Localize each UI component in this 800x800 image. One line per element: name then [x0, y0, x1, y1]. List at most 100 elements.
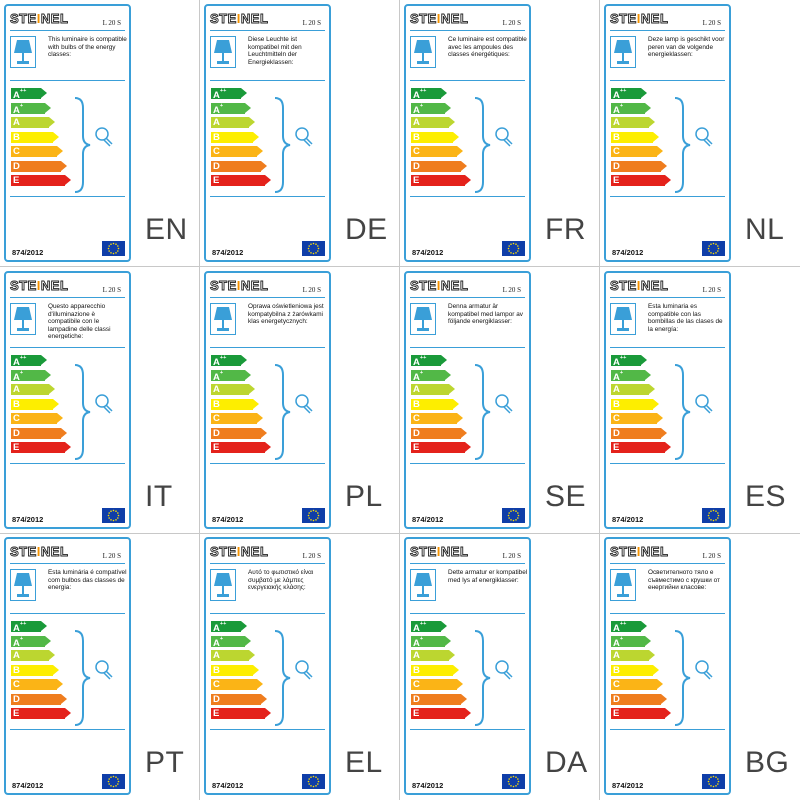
divider: [610, 347, 725, 348]
energy-class-label: C: [613, 679, 620, 690]
language-code: FR: [545, 213, 586, 246]
bulb-icon: [494, 659, 516, 686]
divider: [410, 80, 525, 81]
bulb-icon: [494, 126, 516, 153]
eu-flag-icon: [302, 508, 325, 523]
divider: [210, 30, 325, 31]
divider: [210, 563, 325, 564]
divider: [10, 463, 125, 464]
model-number: L 20 S: [302, 19, 321, 27]
bracket-icon: [473, 629, 491, 732]
energy-class-label: A++: [413, 88, 427, 102]
bulb-icon: [294, 393, 316, 420]
energy-class-label: A++: [13, 355, 27, 369]
energy-class-label: A++: [213, 621, 227, 635]
divider: [610, 297, 725, 298]
energy-label-card: STEINEL L 20 S Diese Leuchte ist kompatibe…: [204, 4, 331, 262]
energy-class-label: E: [213, 175, 220, 186]
energy-class-label: A++: [613, 621, 627, 635]
regulation-number: 874/2012: [12, 781, 44, 790]
compatibility-text: Denna armatur är kompatibel med lampor a…: [448, 303, 523, 326]
bracket-icon: [73, 96, 91, 199]
model-number: L 20 S: [502, 552, 521, 560]
bracket-icon: [73, 363, 91, 466]
energy-class-label: E: [213, 708, 220, 719]
model-number: L 20 S: [102, 19, 121, 27]
energy-class-label: A+: [613, 635, 624, 649]
bracket-icon: [273, 629, 291, 732]
compatibility-text: Осветителното тяло е съвместимо с крушки…: [648, 569, 720, 592]
divider: [610, 80, 725, 81]
energy-class-label: A: [213, 384, 220, 395]
energy-class-label: B: [13, 398, 20, 410]
energy-class-label: D: [613, 427, 620, 439]
eu-flag-icon: [702, 241, 725, 256]
energy-class-label: A: [413, 117, 420, 128]
divider: [610, 729, 725, 730]
energy-label-cell: STEINEL L 20 S This luminaire is compatibl…: [0, 0, 200, 266]
bracket-icon: [673, 629, 691, 732]
bulb-icon: [94, 126, 116, 153]
compatibility-text: Αυτό το φωτιστικό είναι συμβατό με λάμπε…: [248, 569, 314, 592]
brand-logo: STEINEL: [210, 544, 269, 560]
energy-class-label: B: [613, 398, 620, 410]
eu-flag-icon: [502, 508, 525, 523]
energy-class-label: B: [613, 664, 620, 676]
model-number: L 20 S: [702, 19, 721, 27]
lamp-icon: [10, 569, 36, 601]
energy-class-label: A+: [613, 102, 624, 116]
energy-class-label: B: [413, 131, 420, 143]
energy-label-card: STEINEL L 20 S Questo apparecchio d'illumi…: [4, 271, 131, 529]
energy-class-label: A+: [13, 369, 24, 383]
energy-class-label: A: [13, 117, 20, 128]
lamp-icon: [210, 36, 236, 68]
eu-flag-icon: [302, 241, 325, 256]
energy-class-label: A++: [13, 621, 27, 635]
divider: [610, 563, 725, 564]
model-number: L 20 S: [302, 286, 321, 294]
divider: [10, 613, 125, 614]
energy-label-cell: STEINEL L 20 S Осветителното тяло е съвмес…: [600, 533, 800, 799]
language-code: IT: [145, 480, 173, 513]
energy-class-label: D: [13, 693, 20, 705]
energy-class-label: E: [613, 442, 620, 453]
regulation-number: 874/2012: [612, 515, 644, 524]
energy-class-label: C: [613, 146, 620, 157]
energy-class-label: A+: [213, 635, 224, 649]
compatibility-text: Diese Leuchte ist kompatibel mit den Leu…: [248, 36, 302, 66]
energy-class-label: C: [213, 679, 220, 690]
energy-class-label: A: [413, 650, 420, 661]
divider: [610, 30, 725, 31]
compatibility-text: Ce luminaire est compatible avec les amp…: [448, 36, 527, 59]
language-code: ES: [745, 480, 787, 513]
compatibility-text: This luminaire is compatible with bulbs …: [48, 36, 127, 59]
grid-divider: [399, 0, 400, 800]
model-number: L 20 S: [102, 552, 121, 560]
energy-label-card: STEINEL L 20 S Esta luminaria es compatibl…: [604, 271, 731, 529]
lamp-icon: [210, 303, 236, 335]
energy-class-label: C: [213, 146, 220, 157]
energy-class-label: C: [413, 679, 420, 690]
language-code: PT: [145, 746, 185, 779]
energy-class-label: A: [613, 117, 620, 128]
divider: [410, 297, 525, 298]
divider: [410, 463, 525, 464]
regulation-number: 874/2012: [612, 248, 644, 257]
divider: [210, 297, 325, 298]
regulation-number: 874/2012: [212, 248, 244, 257]
energy-class-label: A: [413, 384, 420, 395]
model-number: L 20 S: [502, 286, 521, 294]
lamp-icon: [210, 569, 236, 601]
energy-class-label: A++: [613, 355, 627, 369]
energy-class-label: E: [213, 442, 220, 453]
regulation-number: 874/2012: [412, 515, 444, 524]
divider: [10, 80, 125, 81]
compatibility-text: Dette armatur er kompatibel med lys af e…: [448, 569, 528, 584]
divider: [210, 613, 325, 614]
energy-label-card: STEINEL L 20 S Dette armatur er kompatibel…: [404, 537, 531, 795]
energy-class-label: D: [213, 427, 220, 439]
divider: [610, 463, 725, 464]
energy-label-card: STEINEL L 20 S Αυτό το φωτιστικό είναι συμ…: [204, 537, 331, 795]
energy-class-label: A+: [413, 102, 424, 116]
energy-class-label: A++: [13, 88, 27, 102]
